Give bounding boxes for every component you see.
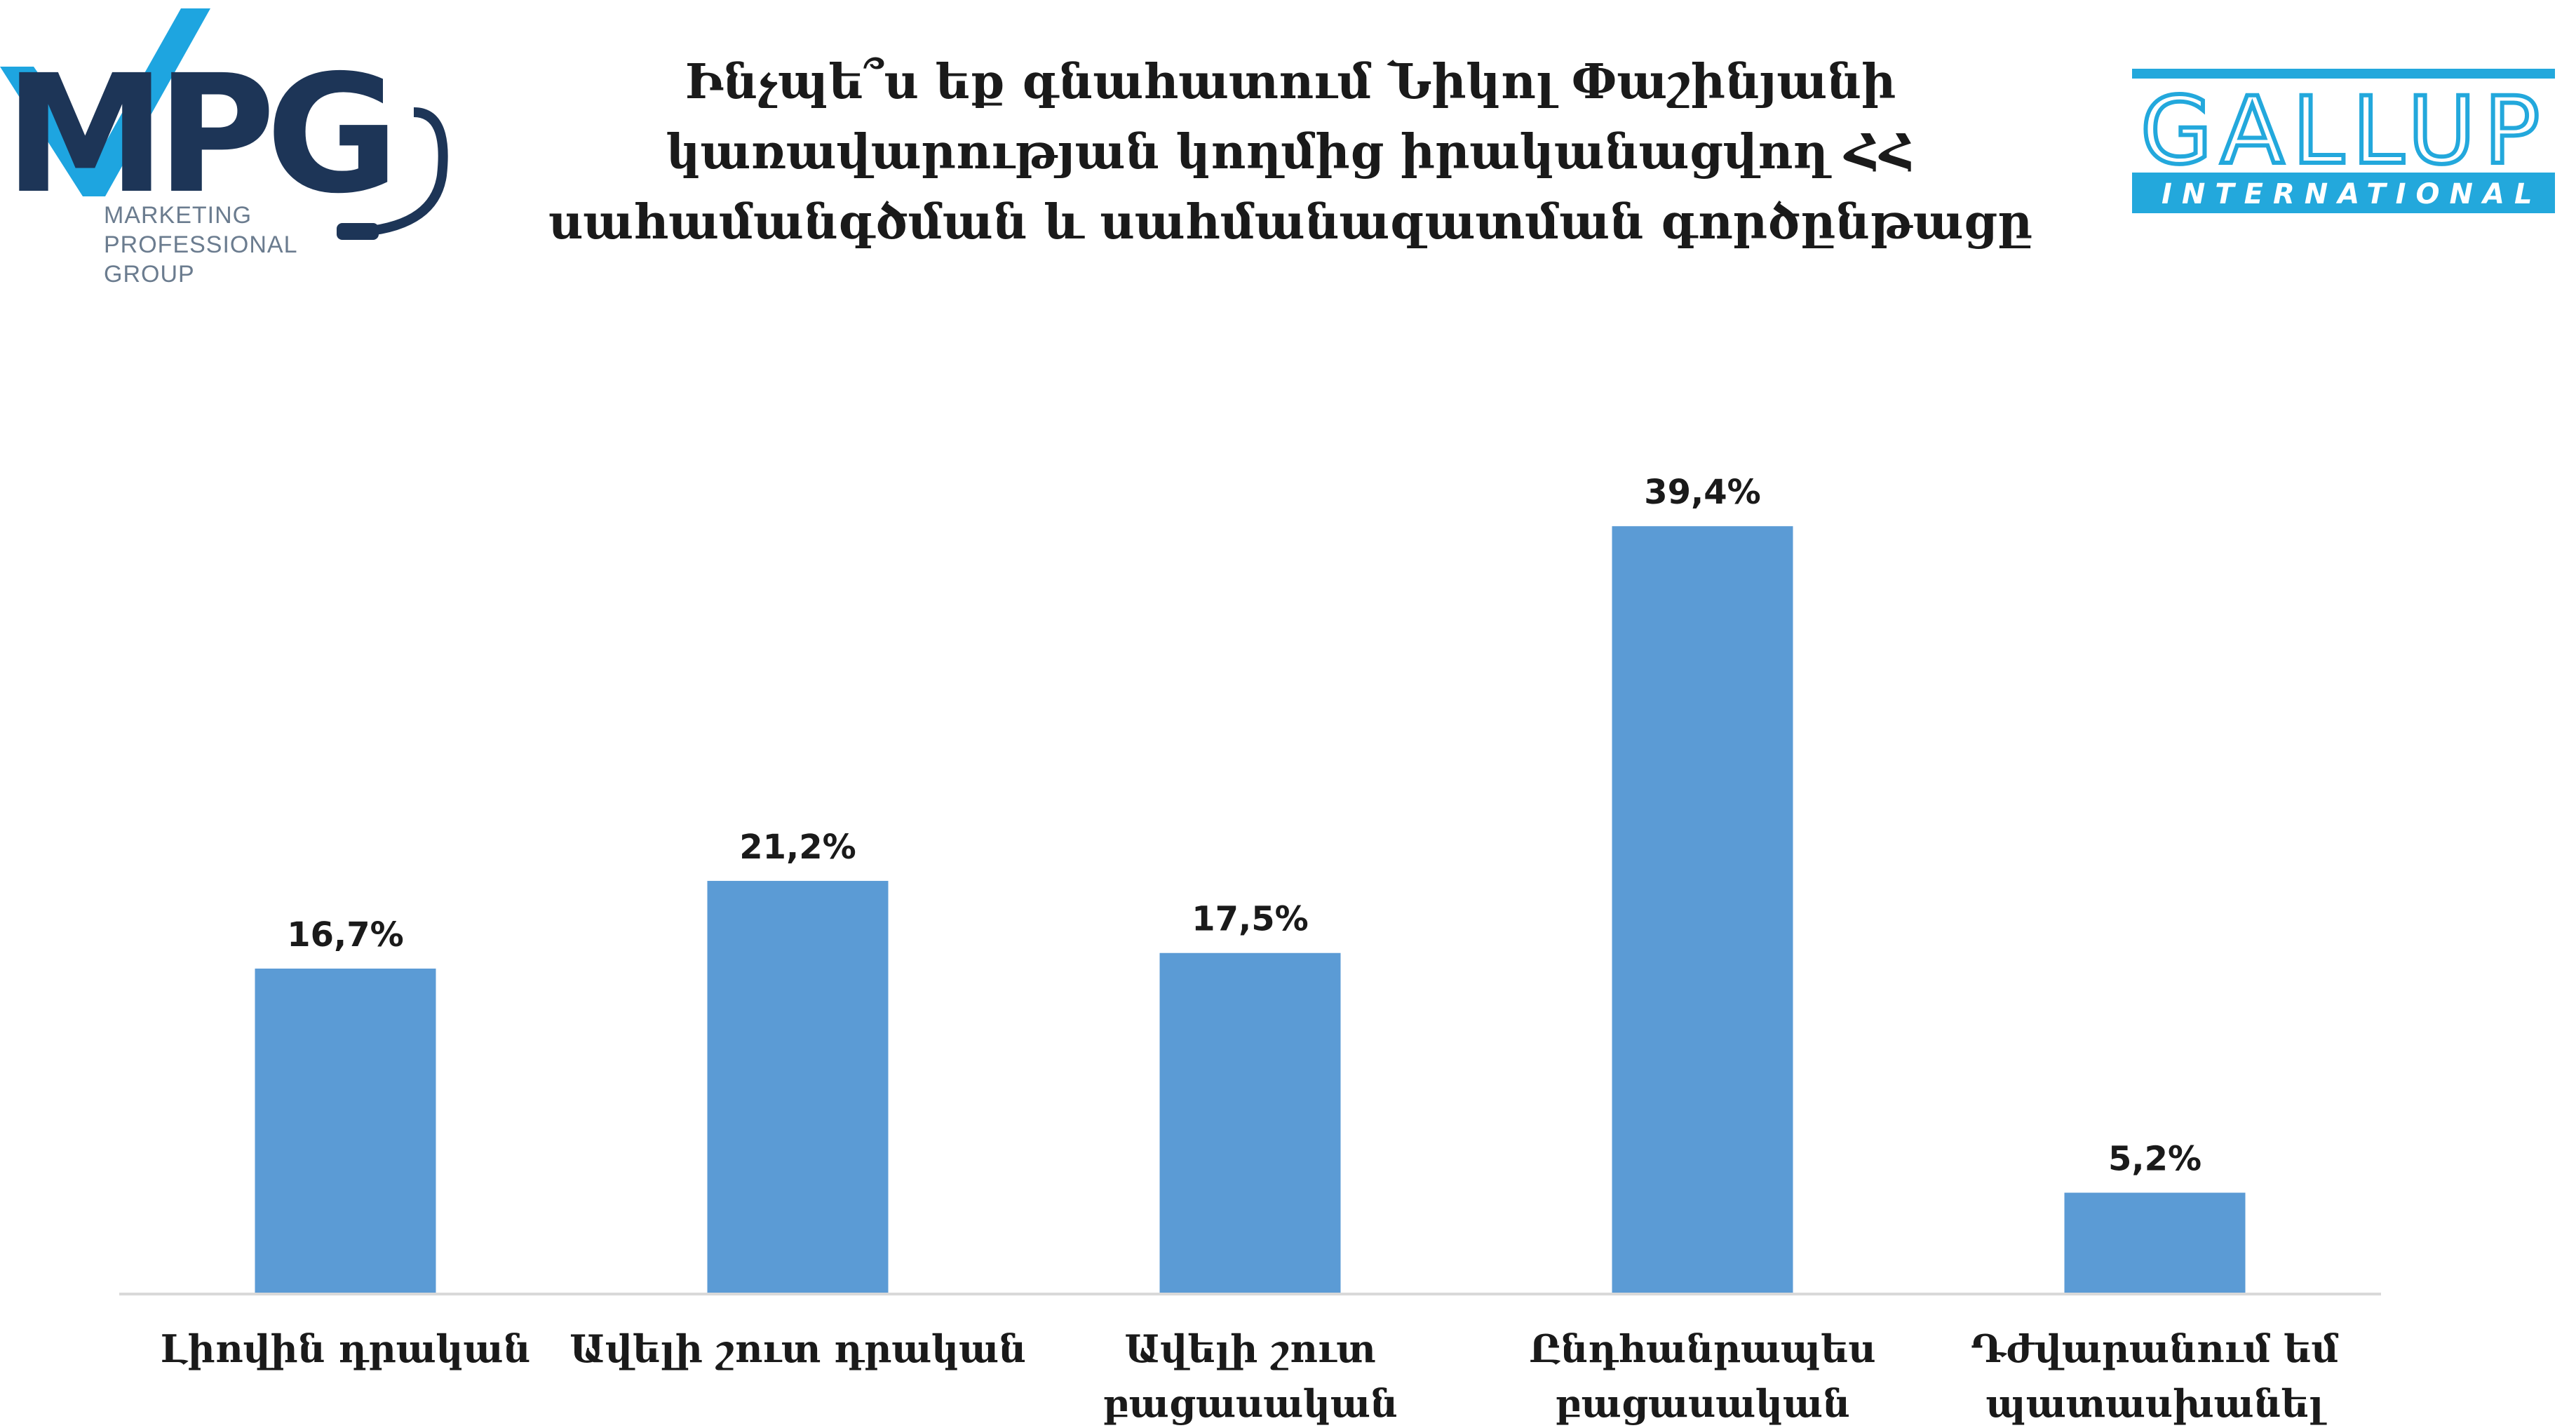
chart-title-line-2: կառավարության կողմից իրականացվող ՀՀ xyxy=(666,124,1915,180)
bar-4 xyxy=(1612,526,1793,1294)
category-label-4-line-2: բացասական xyxy=(1555,1381,1850,1426)
chart-title-line-3: սահամանգծման և սահմանազատման գործընթացը xyxy=(548,194,2032,250)
category-label-5-line-1: Դժվարանում եմ xyxy=(1971,1326,2338,1371)
mpg-logo-mark: MPG xyxy=(4,40,389,229)
mpg-logo: MPG MARKETING PROFESSIONAL GROUP xyxy=(0,8,448,288)
bar-5 xyxy=(2064,1192,2246,1294)
gallup-logo-sub: INTERNATIONAL xyxy=(2162,178,2542,210)
bar-3 xyxy=(1159,952,1341,1294)
category-label-3-line-1: Ավելի շուտ xyxy=(1124,1326,1375,1371)
bar-1 xyxy=(255,968,436,1294)
mpg-check-icon xyxy=(0,8,210,196)
value-label-5: 5,2% xyxy=(2108,1140,2201,1179)
plot-area: 16,7% Լիովին դրական 21,2% Ավելի շուտ դրական… xyxy=(119,473,2381,1426)
gallup-top-stripe xyxy=(2132,69,2555,79)
headset-mic-icon xyxy=(337,223,379,240)
gallup-logo-main: GALLUP xyxy=(2140,77,2548,185)
mpg-logo-line-3: GROUP xyxy=(104,261,195,288)
bar-2 xyxy=(707,880,889,1294)
gallup-sub-band xyxy=(2132,173,2555,213)
gallup-logo: GALLUP INTERNATIONAL xyxy=(2132,69,2555,213)
category-label-1: Լիովին դրական xyxy=(161,1326,531,1371)
category-label-2: Ավելի շուտ դրական xyxy=(569,1326,1026,1371)
chart-title: Ինչպե՞ս եք գնահատում Նիկոլ Փաշինյանի կառ… xyxy=(548,54,2032,250)
value-label-4: 39,4% xyxy=(1644,473,1761,512)
category-label-5-line-2: պատասխանել xyxy=(1986,1381,2327,1426)
category-label-3-line-2: բացասական xyxy=(1102,1381,1398,1426)
mpg-logo-line-1: MARKETING xyxy=(104,202,252,229)
value-label-3: 17,5% xyxy=(1192,900,1309,939)
chart-title-line-1: Ինչպե՞ս եք գնահատում Նիկոլ Փաշինյանի xyxy=(685,54,1896,110)
value-label-2: 21,2% xyxy=(739,828,856,867)
headset-icon xyxy=(364,107,448,236)
value-label-1: 16,7% xyxy=(287,915,404,955)
mpg-logo-line-2: PROFESSIONAL xyxy=(104,231,298,258)
category-label-4-line-1: Ընդհանրապես xyxy=(1529,1326,1875,1371)
